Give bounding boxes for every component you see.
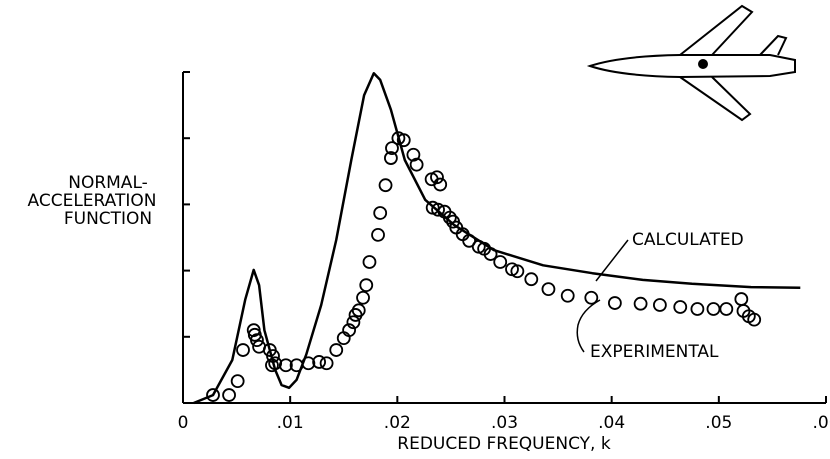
experimental-point [747, 312, 762, 327]
experimental-point [230, 374, 245, 389]
experimental-point [442, 210, 457, 225]
x-tick-label: .03 [491, 413, 518, 433]
experimental-point [483, 247, 498, 261]
experimental-point [351, 303, 366, 318]
experimental-point [250, 333, 264, 348]
y-axis-label: FUNCTION [64, 209, 152, 229]
experimental-point [266, 349, 280, 363]
series-annotation: EXPERIMENTAL [590, 342, 719, 362]
experimental-point [719, 302, 734, 316]
experimental-point [541, 282, 556, 297]
experimental-point [356, 290, 370, 305]
experimental-point [690, 302, 705, 316]
experimental-point [430, 170, 444, 185]
x-tick-label: 0 [178, 413, 189, 433]
experimental-point [652, 298, 667, 312]
calculated-line [193, 72, 801, 405]
experimental-point [560, 288, 575, 303]
experimental-point [706, 302, 721, 316]
experimental-point [409, 157, 424, 172]
experimental-point [524, 272, 539, 287]
experimental-point [362, 255, 377, 269]
experimental-point [734, 292, 749, 306]
experimental-point [584, 290, 599, 305]
x-tick-label: .06 [812, 413, 830, 433]
airplane-icon [586, 4, 796, 122]
experimental-point [346, 315, 361, 330]
experimental-point [378, 178, 393, 193]
experimental-point [385, 141, 399, 156]
x-axis-label: REDUCED FREQUENCY, k [397, 434, 611, 454]
experimental-point [396, 133, 411, 148]
experimental-point [373, 206, 388, 220]
experimental-point [312, 355, 327, 369]
experimental-point [607, 296, 622, 310]
experimental-point [301, 356, 316, 371]
experimental-point [633, 296, 648, 311]
x-tick-label: .05 [705, 413, 732, 433]
experimental-point [510, 264, 525, 279]
experimental-point [222, 388, 236, 402]
x-tick-label: .01 [277, 413, 304, 433]
experimental-point [371, 227, 385, 242]
experimental-point [359, 278, 374, 293]
experimental-point [673, 300, 688, 314]
series-annotation: CALCULATED [632, 230, 744, 250]
experimental-point [433, 177, 448, 192]
y-axis-label: NORMAL- [68, 173, 148, 193]
experimental-point [206, 388, 220, 402]
experimental-point [319, 356, 334, 371]
experimental-point [493, 255, 508, 269]
experimental-point [406, 147, 421, 162]
experimental-point [431, 202, 445, 217]
annotation-leader [576, 299, 601, 353]
x-tick-label: .02 [384, 413, 411, 433]
experimental-point [462, 233, 477, 248]
experimental-point [384, 151, 398, 165]
x-tick-label: .04 [598, 413, 625, 433]
experimental-point [329, 343, 344, 357]
y-axis-label: ACCELERATION [28, 191, 157, 211]
experimental-point [342, 323, 357, 338]
experimental-point [265, 358, 279, 373]
experimental-point [278, 358, 293, 373]
experimental-point [236, 343, 250, 357]
